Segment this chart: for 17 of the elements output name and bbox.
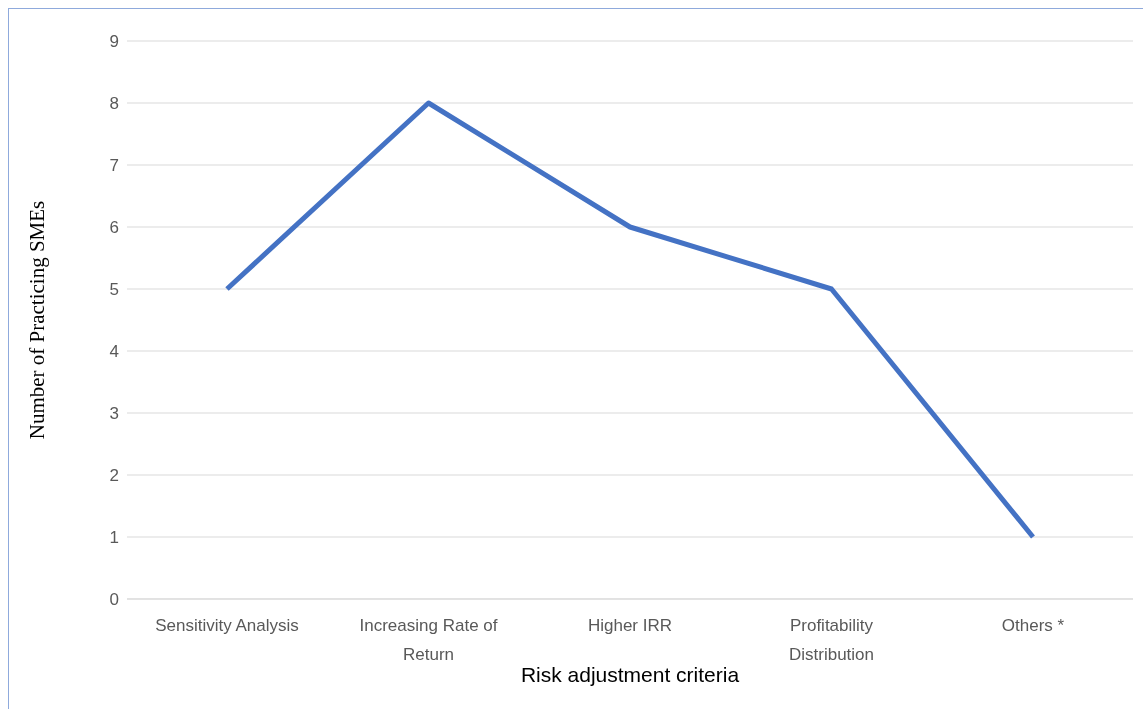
y-tick-label: 5 <box>109 280 119 300</box>
y-axis-title: Number of Practicing SMEs <box>25 200 50 440</box>
y-tick-label: 9 <box>109 32 119 52</box>
y-tick-label: 2 <box>109 466 119 486</box>
y-tick-label: 1 <box>109 528 119 548</box>
x-tick-label: Sensitivity Analysis <box>155 616 299 636</box>
y-tick-label: 6 <box>109 218 119 238</box>
y-tick-label: 3 <box>109 404 119 424</box>
x-axis-title: Risk adjustment criteria <box>520 663 740 686</box>
y-tick-label: 7 <box>109 156 119 176</box>
y-tick-label: 0 <box>109 590 119 610</box>
x-tick-label: Profitability Distribution <box>788 616 875 665</box>
x-tick-label: Others * <box>1001 616 1065 636</box>
x-tick-label: Increasing Rate of Return <box>359 616 498 665</box>
y-tick-label: 8 <box>109 94 119 114</box>
y-tick-label: 4 <box>109 342 119 362</box>
x-tick-label: Higher IRR <box>587 616 673 636</box>
